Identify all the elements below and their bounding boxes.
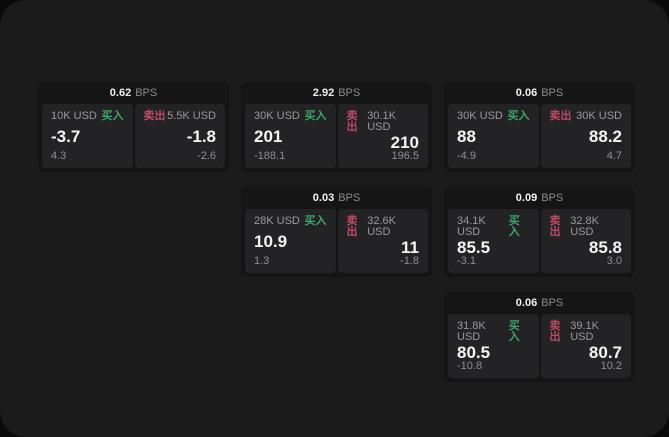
- bps-unit-label: BPS: [541, 192, 564, 204]
- quote-card-grid: 0.62 BPS 10K USD 买入 -3.7 4.3 卖出 5.5K USD: [38, 82, 635, 382]
- buy-delta: 4.3: [51, 150, 67, 162]
- bps-value: 0.09: [515, 192, 538, 204]
- buy-price: 80.5: [457, 342, 491, 362]
- bps-unit-label: BPS: [541, 297, 564, 309]
- quote-card[interactable]: 0.06 BPS 31.8K USD 买入 80.5 -10.8 卖出 39.1…: [444, 292, 635, 382]
- buy-size: 10K USD: [51, 110, 97, 122]
- quote-card[interactable]: 0.09 BPS 34.1K USD 买入 85.5 -3.1 卖出 32.8K…: [444, 187, 635, 277]
- buy-delta: 1.3: [254, 255, 270, 267]
- bps-unit-label: BPS: [338, 192, 361, 204]
- sell-quote-tile[interactable]: 卖出 30.1K USD 210 196.5: [337, 104, 428, 168]
- sell-delta: 10.2: [600, 360, 622, 372]
- buy-quote-tile[interactable]: 28K USD 买入 10.9 1.3: [245, 209, 336, 273]
- bps-unit-label: BPS: [338, 87, 361, 99]
- buy-price: 85.5: [457, 237, 491, 257]
- buy-side-label: 买入: [304, 215, 327, 227]
- buy-price: 201: [254, 127, 283, 146]
- quote-card[interactable]: 0.62 BPS 10K USD 买入 -3.7 4.3 卖出 5.5K USD: [38, 82, 229, 172]
- sell-price: 88.2: [588, 127, 622, 146]
- sell-side-label: 卖出: [346, 215, 358, 238]
- sell-side-label: 卖出: [549, 110, 572, 122]
- sell-quote-tile[interactable]: 卖出 39.1K USD 80.7 10.2: [540, 314, 631, 378]
- sell-delta: 4.7: [606, 150, 622, 162]
- buy-side-label: 买入: [507, 110, 530, 122]
- quote-card[interactable]: 0.03 BPS 28K USD 买入 10.9 1.3 卖出 32.6K US…: [241, 187, 432, 277]
- buy-delta: -188.1: [254, 150, 286, 162]
- sell-price: 80.7: [588, 342, 622, 362]
- bps-unit-label: BPS: [541, 87, 564, 99]
- quote-card[interactable]: 0.06 BPS 30K USD 买入 88 -4.9 卖出 30K USD: [444, 82, 635, 172]
- buy-price: -3.7: [51, 127, 81, 146]
- sell-size: 32.8K USD: [570, 215, 599, 238]
- buy-price: 88: [457, 127, 476, 146]
- buy-delta: -10.8: [457, 360, 483, 372]
- buy-side-label: 买入: [101, 110, 124, 122]
- sell-price: -1.8: [186, 127, 216, 146]
- sell-quote-tile[interactable]: 卖出 32.6K USD 11 -1.8: [337, 209, 428, 273]
- bps-header: 0.03 BPS: [245, 187, 428, 209]
- sell-size: 5.5K USD: [167, 110, 216, 122]
- buy-delta: -3.1: [457, 255, 476, 267]
- sell-quote-tile[interactable]: 卖出 32.8K USD 85.8 3.0: [540, 209, 631, 273]
- buy-size: 28K USD: [254, 215, 300, 227]
- buy-size: 30K USD: [457, 110, 503, 122]
- buy-quote-tile[interactable]: 34.1K USD 买入 85.5 -3.1: [448, 209, 539, 273]
- bps-value: 0.62: [109, 87, 132, 99]
- sell-size: 39.1K USD: [570, 320, 599, 343]
- buy-price: 10.9: [254, 232, 288, 251]
- sell-delta: -1.8: [400, 255, 419, 267]
- buy-size: 31.8K USD: [457, 320, 486, 343]
- sell-side-label: 卖出: [143, 110, 166, 122]
- sell-side-label: 卖出: [549, 215, 561, 238]
- bps-header: 0.62 BPS: [42, 82, 225, 104]
- bps-header: 0.09 BPS: [448, 187, 631, 209]
- buy-side-label: 买入: [304, 110, 327, 122]
- buy-quote-tile[interactable]: 30K USD 买入 88 -4.9: [448, 104, 539, 168]
- sell-price: 11: [401, 237, 419, 257]
- buy-quote-tile[interactable]: 30K USD 买入 201 -188.1: [245, 104, 336, 168]
- sell-delta: -2.6: [197, 150, 216, 162]
- sell-size: 30.1K USD: [367, 110, 396, 133]
- sell-delta: 196.5: [391, 150, 419, 162]
- buy-quote-tile[interactable]: 31.8K USD 买入 80.5 -10.8: [448, 314, 539, 378]
- sell-side-label: 卖出: [346, 110, 358, 133]
- bps-value: 0.03: [312, 192, 335, 204]
- buy-size: 30K USD: [254, 110, 300, 122]
- buy-delta: -4.9: [457, 150, 476, 162]
- buy-side-label: 买入: [508, 215, 520, 238]
- sell-size: 32.6K USD: [367, 215, 396, 238]
- bps-value: 0.06: [515, 297, 538, 309]
- sell-side-label: 卖出: [549, 320, 561, 343]
- sell-quote-tile[interactable]: 卖出 30K USD 88.2 4.7: [540, 104, 631, 168]
- buy-side-label: 买入: [508, 320, 520, 343]
- sell-price: 210: [390, 132, 419, 152]
- bps-header: 0.06 BPS: [448, 82, 631, 104]
- buy-quote-tile[interactable]: 10K USD 买入 -3.7 4.3: [42, 104, 133, 168]
- bps-value: 2.92: [312, 87, 335, 99]
- buy-size: 34.1K USD: [457, 215, 486, 238]
- bps-value: 0.06: [515, 87, 538, 99]
- bps-header: 0.06 BPS: [448, 292, 631, 314]
- quote-card[interactable]: 2.92 BPS 30K USD 买入 201 -188.1 卖出 30.1K …: [241, 82, 432, 172]
- sell-size: 30K USD: [576, 110, 622, 122]
- sell-price: 85.8: [588, 237, 622, 257]
- sell-quote-tile[interactable]: 卖出 5.5K USD -1.8 -2.6: [134, 104, 225, 168]
- bps-header: 2.92 BPS: [245, 82, 428, 104]
- bps-unit-label: BPS: [135, 87, 158, 99]
- sell-delta: 3.0: [606, 255, 622, 267]
